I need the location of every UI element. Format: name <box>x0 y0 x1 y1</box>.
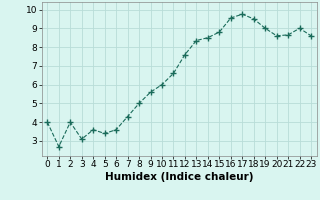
X-axis label: Humidex (Indice chaleur): Humidex (Indice chaleur) <box>105 172 253 182</box>
